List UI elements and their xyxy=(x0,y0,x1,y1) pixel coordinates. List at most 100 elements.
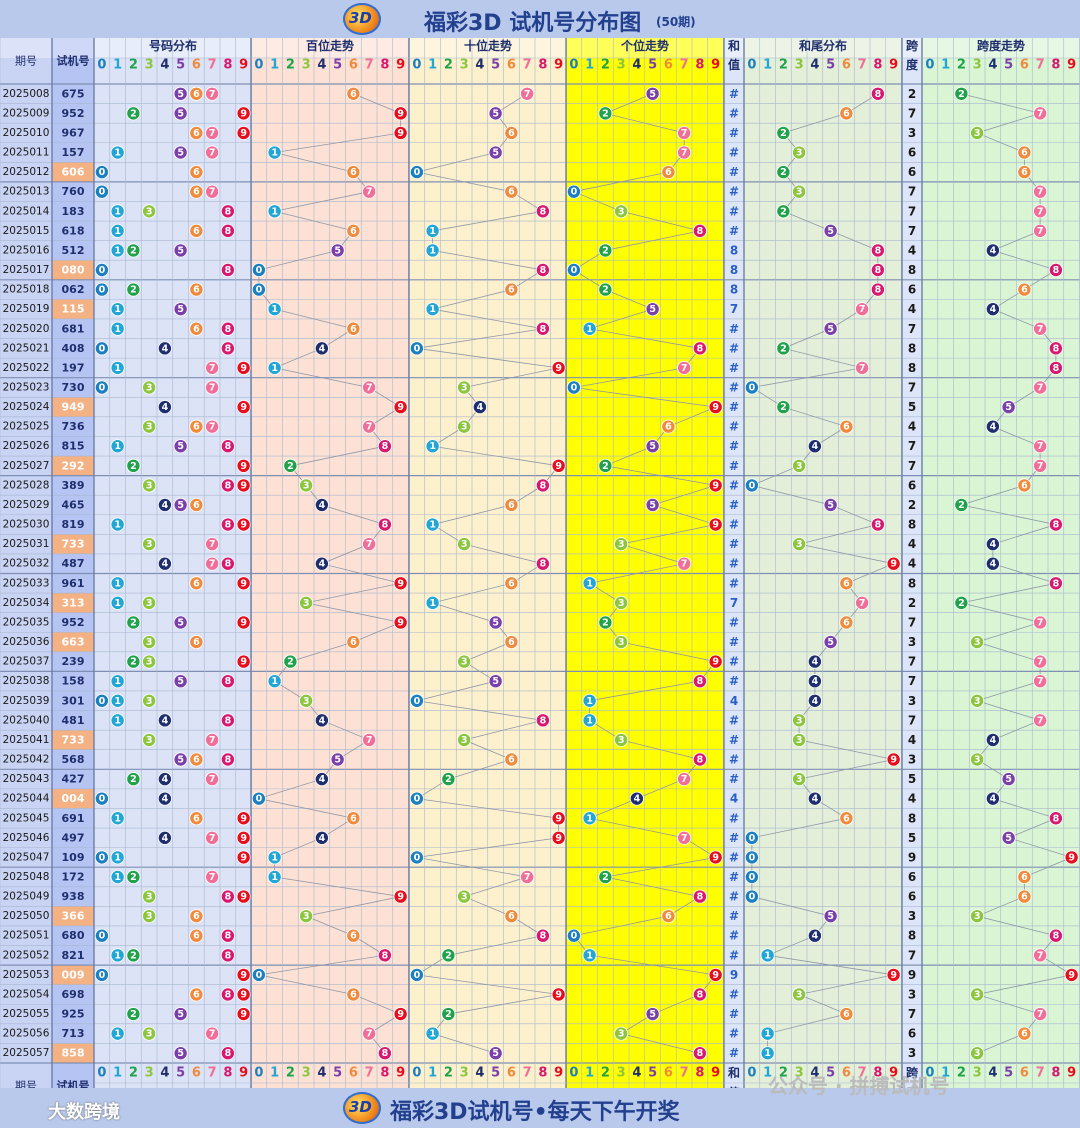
number-cell: 925 xyxy=(62,1008,85,1021)
dist-ball xyxy=(94,341,109,356)
dist-ball-label: 0 xyxy=(99,285,106,296)
dist-ball xyxy=(236,967,251,982)
sum-cell: # xyxy=(729,341,739,355)
dist-ball xyxy=(220,478,235,493)
dist-ball-label: 0 xyxy=(99,696,106,707)
period-cell: 2025022 xyxy=(3,362,50,374)
digit-header: 6 xyxy=(507,1066,516,1081)
dist-ball-label: 6 xyxy=(193,285,200,296)
digit-header: 1 xyxy=(763,1066,772,1081)
units-ball xyxy=(629,791,644,806)
number-cell: 197 xyxy=(62,361,85,374)
span-cell: 6 xyxy=(908,870,916,884)
sum-cell: 4 xyxy=(730,792,738,806)
pair-highlight xyxy=(52,397,94,417)
span-ball xyxy=(1017,478,1032,493)
span-ball-label: 6 xyxy=(1021,167,1028,178)
tens-ball xyxy=(457,654,472,669)
digit-header: 7 xyxy=(208,58,217,73)
dist-ball xyxy=(110,948,125,963)
period-cell: 2025034 xyxy=(3,597,50,609)
digit-header: 7 xyxy=(1036,1066,1045,1081)
pair-highlight xyxy=(52,1043,94,1063)
span-ball-label: 5 xyxy=(1005,833,1012,844)
digit-header: 7 xyxy=(680,58,689,73)
number-cell: 736 xyxy=(62,420,85,433)
dist-ball-label: 7 xyxy=(209,363,216,374)
dist-ball-label: 6 xyxy=(193,911,200,922)
tail-ball xyxy=(744,889,759,904)
dist-ball xyxy=(126,772,141,787)
dist-ball-label: 3 xyxy=(146,206,153,217)
hundreds-ball xyxy=(393,1007,408,1022)
digit-header: 1 xyxy=(270,1066,279,1081)
sum-cell: # xyxy=(729,478,739,492)
tens-ball xyxy=(409,791,424,806)
dist-ball-label: 7 xyxy=(209,774,216,785)
span-ball-label: 3 xyxy=(974,911,981,922)
sum-cell: # xyxy=(729,1007,739,1021)
header-period: 期号 xyxy=(15,1080,37,1089)
digit-header: 8 xyxy=(380,1066,389,1081)
dist-ball xyxy=(142,380,157,395)
tail-ball-label: 6 xyxy=(843,813,850,824)
dist-ball xyxy=(236,458,251,473)
digit-header: 3 xyxy=(302,58,311,73)
period-cell: 2025050 xyxy=(3,910,50,922)
tail-ball xyxy=(744,830,759,845)
span-ball-label: 4 xyxy=(990,304,997,315)
span-ball-label: 7 xyxy=(1037,1009,1044,1020)
zone-header: 号码分布 xyxy=(149,38,197,53)
digit-header: 7 xyxy=(365,58,374,73)
digit-header: 8 xyxy=(695,1066,704,1081)
pair-highlight xyxy=(52,593,94,613)
dist-ball xyxy=(157,713,172,728)
digit-header: 6 xyxy=(349,1066,358,1081)
tens-ball-label: 8 xyxy=(540,206,547,217)
dist-ball xyxy=(236,125,251,140)
dist-ball-label: 5 xyxy=(177,108,184,119)
digit-header: 8 xyxy=(1051,1066,1060,1081)
units-ball-label: 7 xyxy=(681,363,688,374)
units-ball xyxy=(692,341,707,356)
digit-header: 4 xyxy=(317,58,326,73)
tail-ball xyxy=(792,145,807,160)
dist-ball-label: 9 xyxy=(240,461,247,472)
tens-ball-label: 6 xyxy=(508,637,515,648)
units-ball-label: 7 xyxy=(681,128,688,139)
span-cell: 2 xyxy=(908,596,916,610)
units-ball xyxy=(582,576,597,591)
units-ball xyxy=(566,380,581,395)
units-ball xyxy=(708,478,723,493)
tens-ball-label: 0 xyxy=(414,167,421,178)
right-watermark: 公众号 · 拼搏试机号 xyxy=(768,1074,950,1098)
logo-text-bottom: 3D xyxy=(349,1098,372,1116)
dist-ball xyxy=(173,674,188,689)
span-ball xyxy=(1033,713,1048,728)
dist-ball xyxy=(157,791,172,806)
dist-ball-label: 8 xyxy=(225,324,232,335)
dist-ball xyxy=(142,204,157,219)
tens-ball-label: 8 xyxy=(540,480,547,491)
dist-ball xyxy=(110,850,125,865)
span-cell: 7 xyxy=(908,204,916,218)
period-cell: 2025023 xyxy=(3,381,50,393)
dist-ball xyxy=(236,615,251,630)
dist-ball xyxy=(110,869,125,884)
dist-ball-label: 1 xyxy=(114,324,121,335)
tens-ball xyxy=(488,145,503,160)
dist-ball-label: 1 xyxy=(114,578,121,589)
dist-ball xyxy=(173,1046,188,1061)
tens-ball xyxy=(504,752,519,767)
number-cell: 961 xyxy=(62,577,85,590)
tens-ball xyxy=(535,204,550,219)
dist-ball-label: 3 xyxy=(146,657,153,668)
dist-ball-label: 1 xyxy=(114,520,121,531)
tail-ball-label: 5 xyxy=(827,500,834,511)
hundreds-ball-label: 2 xyxy=(287,657,294,668)
units-ball xyxy=(582,948,597,963)
sum-cell: # xyxy=(729,87,739,101)
dist-ball-label: 0 xyxy=(99,970,106,981)
hundreds-ball-label: 6 xyxy=(350,324,357,335)
tail-ball-label: 7 xyxy=(859,598,866,609)
